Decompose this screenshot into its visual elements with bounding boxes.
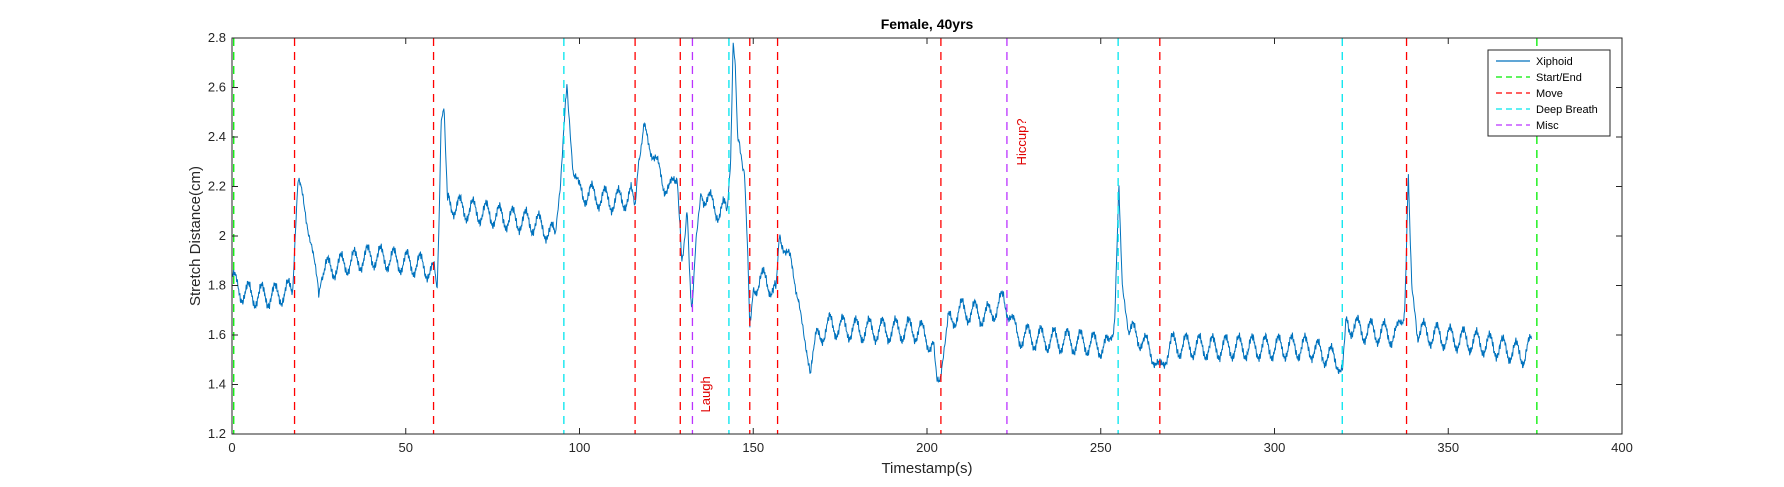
x-tick-label: 250 — [1090, 440, 1112, 455]
y-tick-label: 1.8 — [208, 278, 226, 293]
annotation-label: Laugh — [698, 376, 713, 412]
y-tick-label: 1.2 — [208, 426, 226, 441]
series-xiphoid-line — [231, 42, 1532, 384]
series-layer — [231, 42, 1532, 384]
y-tick-label: 2.8 — [208, 30, 226, 45]
legend-item-label: Misc — [1536, 120, 1559, 132]
chart-title: Female, 40yrs — [881, 16, 974, 32]
legend-item-label: Deep Breath — [1536, 104, 1598, 116]
legend: Xiphoid Start/End Move Deep Breath Misc — [1487, 49, 1611, 137]
x-tick-label: 100 — [569, 440, 591, 455]
x-tick-label: 50 — [399, 440, 413, 455]
legend-item-label: Start/End — [1536, 72, 1582, 84]
legend-item-label: Xiphoid — [1536, 56, 1573, 68]
x-tick-label: 300 — [1264, 440, 1286, 455]
y-tick-label: 1.6 — [208, 327, 226, 342]
tick-labels: 0 50 100 150 200 250 300 350 400 1.2 1.4 1.6 1.8 2 2.2… — [208, 30, 1633, 455]
x-tick-label: 0 — [228, 440, 235, 455]
y-axis-label: Stretch Distance(cm) — [187, 166, 204, 306]
y-tick-label: 2.2 — [208, 179, 226, 194]
x-axis-label: Timestamp(s) — [881, 460, 972, 477]
plot-area — [232, 38, 1622, 434]
y-tick-label: 2.6 — [208, 80, 226, 95]
x-tick-label: 150 — [742, 440, 764, 455]
x-tick-label: 350 — [1437, 440, 1459, 455]
x-tick-label: 400 — [1611, 440, 1633, 455]
x-tick-label: 200 — [916, 440, 938, 455]
legend-item-label: Move — [1536, 88, 1563, 100]
y-tick-label: 1.4 — [208, 377, 226, 392]
y-tick-label: 2 — [219, 228, 226, 243]
annotation-label: Hiccup? — [1014, 118, 1029, 165]
annotations: Laugh Hiccup? — [698, 118, 1029, 412]
y-tick-label: 2.4 — [208, 129, 226, 144]
